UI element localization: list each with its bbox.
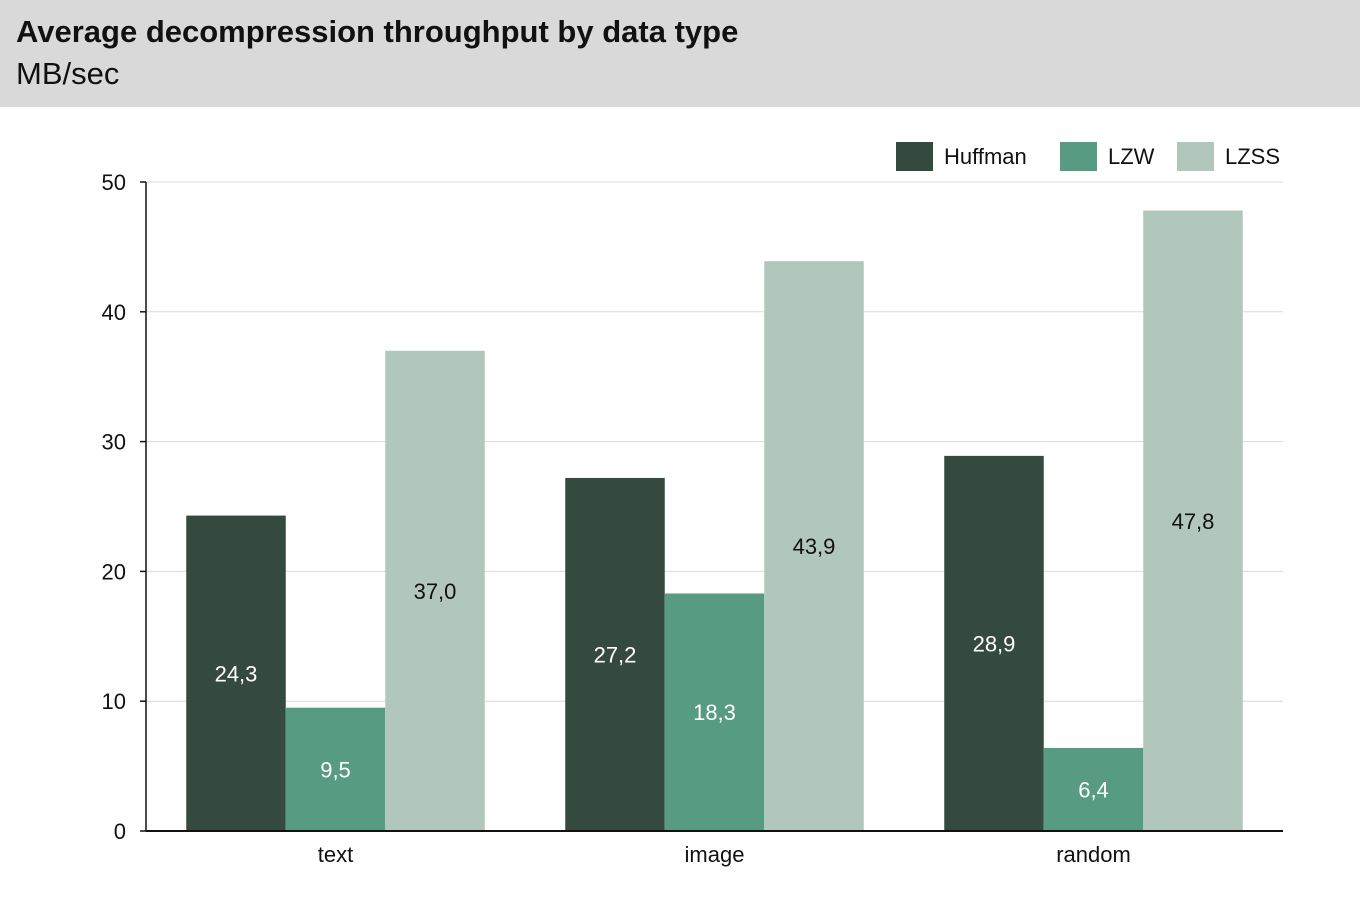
- bar-lzss-random: [1143, 210, 1243, 831]
- bar-huffman-random: [944, 455, 1044, 831]
- data-label: 9,5: [320, 757, 351, 782]
- chart-header: Average decompression throughput by data…: [0, 0, 1360, 107]
- data-label: 47,8: [1172, 509, 1215, 534]
- axes: 0 10 20 30 40 50 text image random: [102, 170, 1283, 867]
- data-label: 18,3: [693, 700, 736, 725]
- bars: 24,3 9,5 37,0 27,2 18,3 43,9 28,9 6,4 47,8: [186, 210, 1243, 832]
- y-tick-label: 50: [102, 170, 126, 195]
- y-tick-label: 10: [102, 689, 126, 714]
- gridlines: [146, 181, 1283, 702]
- legend-label-huffman: Huffman: [944, 144, 1027, 169]
- legend-swatch-lzw: [1060, 142, 1097, 171]
- bar-lzw-image: [664, 593, 765, 831]
- data-label: 24,3: [215, 661, 258, 686]
- data-label: 6,4: [1078, 777, 1109, 802]
- legend-swatch-huffman: [896, 142, 933, 171]
- x-tick-label: image: [685, 842, 745, 867]
- bar-huffman-text: [186, 515, 286, 831]
- x-tick-label: text: [318, 842, 353, 867]
- bar-lzw-random: [1043, 747, 1144, 831]
- legend-label-lzw: LZW: [1108, 144, 1155, 169]
- y-tick-label: 40: [102, 300, 126, 325]
- bar-huffman-image: [565, 477, 665, 831]
- data-label: 28,9: [973, 631, 1016, 656]
- bar-lzss-image: [764, 261, 864, 832]
- chart-subtitle: MB/sec: [16, 56, 120, 91]
- bar-lzw-text: [285, 707, 386, 831]
- legend-swatch-lzss: [1177, 142, 1214, 171]
- y-tick-label: 30: [102, 430, 126, 455]
- legend: Huffman LZW LZSS: [896, 142, 1280, 171]
- y-tick-label: 20: [102, 559, 126, 584]
- y-tick-label: 0: [114, 819, 126, 844]
- data-label: 43,9: [793, 534, 836, 559]
- data-label: 37,0: [414, 579, 457, 604]
- chart-title: Average decompression throughput by data…: [16, 14, 739, 49]
- data-label: 27,2: [594, 642, 637, 667]
- legend-label-lzss: LZSS: [1225, 144, 1280, 169]
- x-tick-label: random: [1056, 842, 1131, 867]
- bar-lzss-text: [385, 350, 485, 831]
